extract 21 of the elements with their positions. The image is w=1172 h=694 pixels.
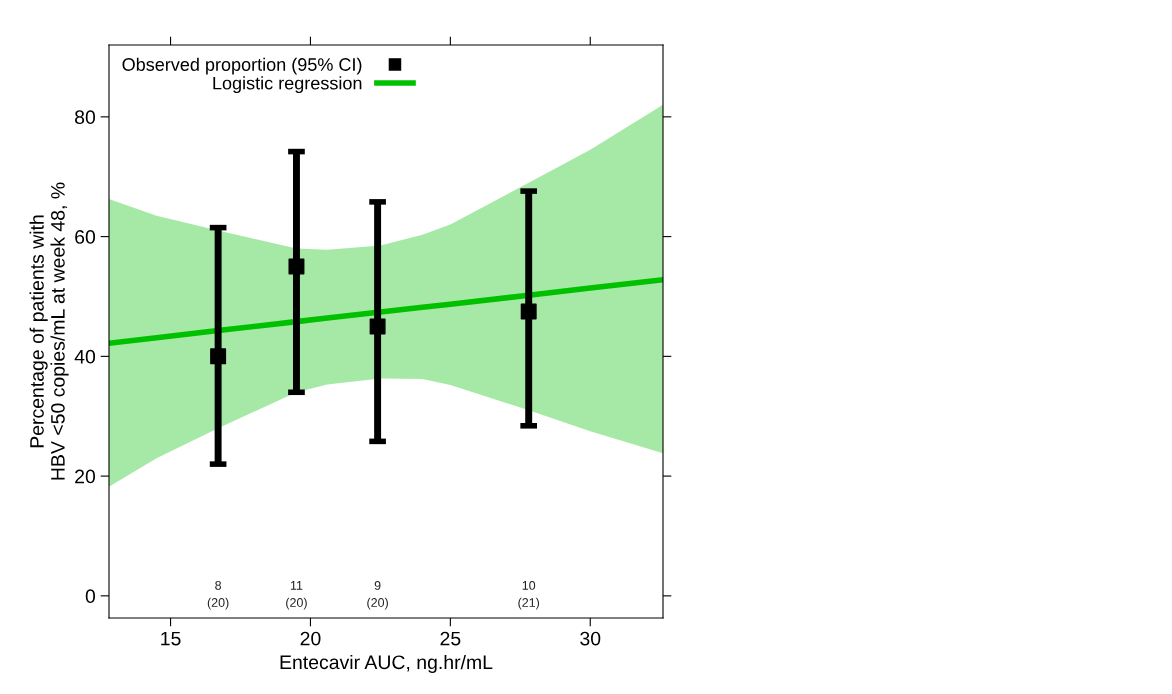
- x-tick-label: 15: [161, 631, 181, 646]
- legend-label: Observed proportion (95% CI): [122, 57, 362, 75]
- y-tick-label: 80: [75, 110, 96, 125]
- annotation: 8 (20): [207, 581, 229, 610]
- point: [210, 348, 227, 365]
- y-tick-label: 60: [75, 230, 96, 244]
- y-tick-label: 0: [85, 589, 96, 604]
- point: [288, 258, 305, 275]
- x-tick-label: 20: [300, 631, 321, 646]
- annotation: 11 (20): [286, 581, 307, 610]
- annotation: 9 (20): [367, 581, 388, 610]
- legend-label: Logistic regression: [213, 76, 362, 94]
- point: [369, 318, 386, 335]
- x-tick-label: 25: [440, 631, 461, 646]
- y-tick-label: 40: [74, 349, 96, 364]
- y-tick-label: 20: [75, 469, 96, 484]
- y-axis-title: Percentage of patients with HBV <50 copies/mL at week 48, %: [29, 182, 69, 480]
- annotation: 10 (21): [518, 581, 540, 610]
- x-tick-label: 30: [580, 631, 601, 646]
- point: [520, 303, 537, 320]
- x-axis-title: Entecavir AUC, ng.hr/mL: [280, 654, 493, 673]
